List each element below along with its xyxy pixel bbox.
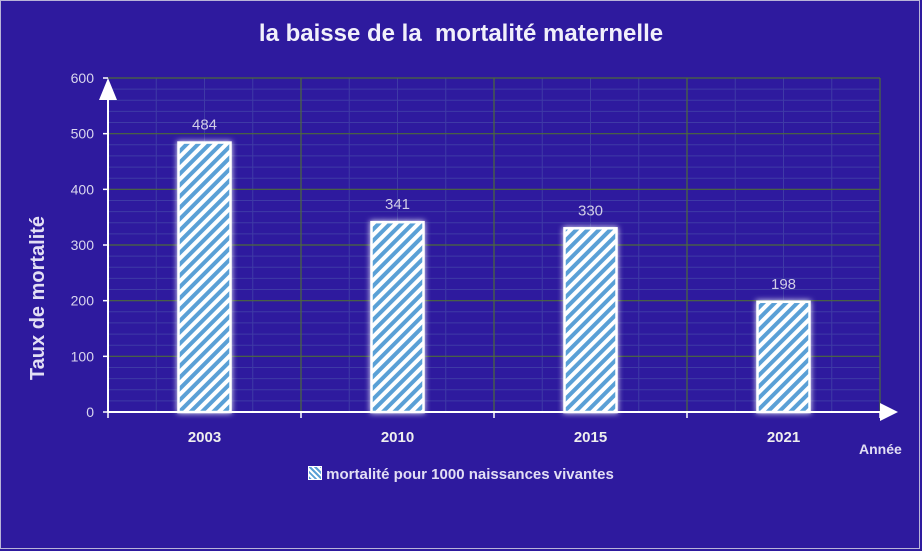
legend-label: mortalité pour 1000 naissances vivantes bbox=[326, 466, 614, 483]
bar-2003 bbox=[177, 141, 232, 414]
axes bbox=[99, 77, 898, 421]
legend-swatch bbox=[308, 466, 323, 480]
y-tick-label: 0 bbox=[86, 404, 94, 420]
y-tick-label: 400 bbox=[71, 181, 95, 197]
y-tick-label: 600 bbox=[71, 70, 95, 86]
x-tick-label: 2021 bbox=[767, 429, 800, 446]
data-label: 341 bbox=[385, 196, 410, 213]
y-tick-label: 100 bbox=[71, 348, 95, 364]
x-axis-arrow bbox=[880, 403, 898, 421]
y-axis-arrow bbox=[99, 78, 117, 100]
data-label: 198 bbox=[771, 276, 796, 293]
data-label: 484 bbox=[192, 117, 217, 134]
chart-title: la baisse de la mortalité maternelle bbox=[258, 20, 664, 47]
y-tick-label: 500 bbox=[71, 126, 95, 142]
x-tick-label: 2010 bbox=[381, 429, 414, 446]
data-label: 330 bbox=[578, 202, 603, 219]
bar-2021 bbox=[756, 300, 811, 414]
grid bbox=[107, 77, 881, 413]
y-tick-label: 300 bbox=[71, 237, 95, 253]
bar-2010 bbox=[370, 220, 425, 414]
x-tick-label: 2003 bbox=[188, 429, 221, 446]
bars bbox=[177, 141, 811, 414]
x-tick-label: 2015 bbox=[574, 429, 607, 446]
y-tick-label: 200 bbox=[71, 293, 95, 309]
labels: 0 100 200 300 400 500 600 2003 2010 2015 2021 484 34… bbox=[71, 70, 801, 446]
legend: mortalité pour 1000 naissances vivantes bbox=[0, 466, 922, 483]
x-axis-label: Année bbox=[859, 441, 902, 457]
bar-2015 bbox=[563, 227, 618, 414]
